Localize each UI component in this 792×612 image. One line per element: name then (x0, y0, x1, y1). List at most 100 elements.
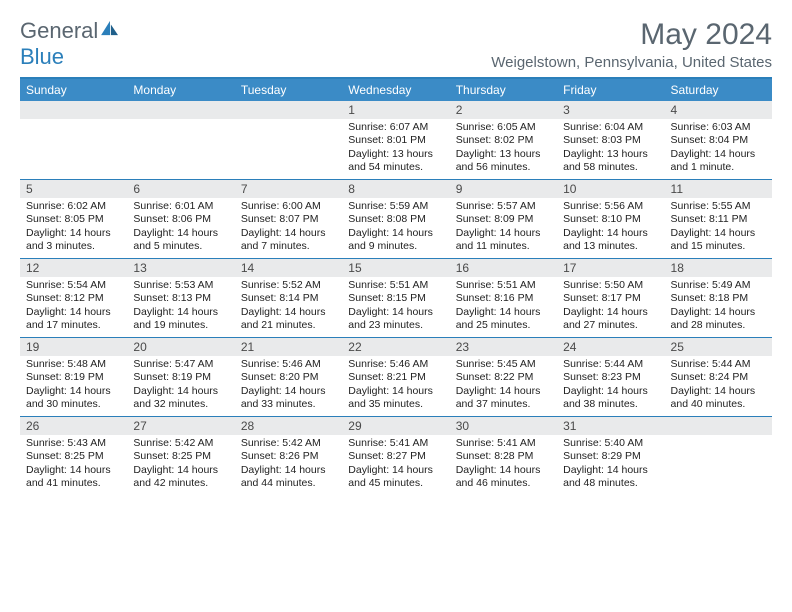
day-number (235, 101, 342, 119)
day-body: Sunrise: 5:51 AMSunset: 8:16 PMDaylight:… (450, 277, 557, 337)
logo: GeneralBlue (20, 18, 120, 70)
day-cell: 26Sunrise: 5:43 AMSunset: 8:25 PMDayligh… (20, 417, 127, 495)
day-number: 14 (235, 259, 342, 277)
sunrise-line: Sunrise: 5:49 AM (671, 279, 766, 292)
daylight-line: Daylight: 14 hours and 28 minutes. (671, 306, 766, 333)
sunset-line: Sunset: 8:28 PM (456, 450, 551, 463)
daylight-line: Daylight: 14 hours and 9 minutes. (348, 227, 443, 254)
daylight-line: Daylight: 14 hours and 46 minutes. (456, 464, 551, 491)
sunrise-line: Sunrise: 5:44 AM (563, 358, 658, 371)
logo-text-1: General (20, 18, 98, 43)
day-body: Sunrise: 5:57 AMSunset: 8:09 PMDaylight:… (450, 198, 557, 258)
day-number: 28 (235, 417, 342, 435)
day-cell (235, 101, 342, 179)
sunrise-line: Sunrise: 5:41 AM (348, 437, 443, 450)
day-header: Saturday (665, 79, 772, 101)
day-cell: 4Sunrise: 6:03 AMSunset: 8:04 PMDaylight… (665, 101, 772, 179)
sunset-line: Sunset: 8:04 PM (671, 134, 766, 147)
day-body: Sunrise: 5:42 AMSunset: 8:25 PMDaylight:… (127, 435, 234, 495)
day-cell: 3Sunrise: 6:04 AMSunset: 8:03 PMDaylight… (557, 101, 664, 179)
day-cell: 6Sunrise: 6:01 AMSunset: 8:06 PMDaylight… (127, 180, 234, 258)
week-row: 1Sunrise: 6:07 AMSunset: 8:01 PMDaylight… (20, 101, 772, 179)
day-cell (127, 101, 234, 179)
week-row: 19Sunrise: 5:48 AMSunset: 8:19 PMDayligh… (20, 337, 772, 416)
day-cell: 19Sunrise: 5:48 AMSunset: 8:19 PMDayligh… (20, 338, 127, 416)
daylight-line: Daylight: 14 hours and 5 minutes. (133, 227, 228, 254)
daylight-line: Daylight: 14 hours and 27 minutes. (563, 306, 658, 333)
sunset-line: Sunset: 8:11 PM (671, 213, 766, 226)
sunset-line: Sunset: 8:16 PM (456, 292, 551, 305)
day-number: 18 (665, 259, 772, 277)
sunset-line: Sunset: 8:07 PM (241, 213, 336, 226)
day-number: 19 (20, 338, 127, 356)
sunset-line: Sunset: 8:20 PM (241, 371, 336, 384)
daylight-line: Daylight: 14 hours and 33 minutes. (241, 385, 336, 412)
sunset-line: Sunset: 8:24 PM (671, 371, 766, 384)
day-number (665, 417, 772, 435)
location: Weigelstown, Pennsylvania, United States (491, 54, 772, 71)
day-number: 12 (20, 259, 127, 277)
day-header-row: SundayMondayTuesdayWednesdayThursdayFrid… (20, 79, 772, 101)
daylight-line: Daylight: 14 hours and 23 minutes. (348, 306, 443, 333)
day-header: Wednesday (342, 79, 449, 101)
sunset-line: Sunset: 8:22 PM (456, 371, 551, 384)
day-number (20, 101, 127, 119)
day-number: 7 (235, 180, 342, 198)
daylight-line: Daylight: 14 hours and 32 minutes. (133, 385, 228, 412)
daylight-line: Daylight: 14 hours and 11 minutes. (456, 227, 551, 254)
day-cell: 25Sunrise: 5:44 AMSunset: 8:24 PMDayligh… (665, 338, 772, 416)
daylight-line: Daylight: 14 hours and 7 minutes. (241, 227, 336, 254)
sunrise-line: Sunrise: 5:52 AM (241, 279, 336, 292)
day-cell: 2Sunrise: 6:05 AMSunset: 8:02 PMDaylight… (450, 101, 557, 179)
day-cell: 27Sunrise: 5:42 AMSunset: 8:25 PMDayligh… (127, 417, 234, 495)
header: GeneralBlue May 2024 Weigelstown, Pennsy… (20, 18, 772, 71)
sunset-line: Sunset: 8:23 PM (563, 371, 658, 384)
sunrise-line: Sunrise: 6:01 AM (133, 200, 228, 213)
day-cell: 31Sunrise: 5:40 AMSunset: 8:29 PMDayligh… (557, 417, 664, 495)
daylight-line: Daylight: 14 hours and 42 minutes. (133, 464, 228, 491)
daylight-line: Daylight: 14 hours and 38 minutes. (563, 385, 658, 412)
sunset-line: Sunset: 8:18 PM (671, 292, 766, 305)
day-number: 26 (20, 417, 127, 435)
daylight-line: Daylight: 14 hours and 41 minutes. (26, 464, 121, 491)
day-body: Sunrise: 5:43 AMSunset: 8:25 PMDaylight:… (20, 435, 127, 495)
daylight-line: Daylight: 14 hours and 30 minutes. (26, 385, 121, 412)
sunset-line: Sunset: 8:19 PM (26, 371, 121, 384)
daylight-line: Daylight: 14 hours and 44 minutes. (241, 464, 336, 491)
daylight-line: Daylight: 14 hours and 3 minutes. (26, 227, 121, 254)
sunrise-line: Sunrise: 5:48 AM (26, 358, 121, 371)
sunset-line: Sunset: 8:29 PM (563, 450, 658, 463)
day-number: 16 (450, 259, 557, 277)
sunset-line: Sunset: 8:02 PM (456, 134, 551, 147)
sunset-line: Sunset: 8:10 PM (563, 213, 658, 226)
sunset-line: Sunset: 8:12 PM (26, 292, 121, 305)
month-title: May 2024 (491, 18, 772, 52)
day-header: Monday (127, 79, 234, 101)
sunset-line: Sunset: 8:21 PM (348, 371, 443, 384)
daylight-line: Daylight: 14 hours and 25 minutes. (456, 306, 551, 333)
weeks-container: 1Sunrise: 6:07 AMSunset: 8:01 PMDaylight… (20, 101, 772, 495)
sunset-line: Sunset: 8:15 PM (348, 292, 443, 305)
sunrise-line: Sunrise: 5:47 AM (133, 358, 228, 371)
day-body: Sunrise: 5:46 AMSunset: 8:21 PMDaylight:… (342, 356, 449, 416)
sunset-line: Sunset: 8:06 PM (133, 213, 228, 226)
sunrise-line: Sunrise: 6:05 AM (456, 121, 551, 134)
day-number: 27 (127, 417, 234, 435)
day-cell: 10Sunrise: 5:56 AMSunset: 8:10 PMDayligh… (557, 180, 664, 258)
sunset-line: Sunset: 8:19 PM (133, 371, 228, 384)
daylight-line: Daylight: 13 hours and 56 minutes. (456, 148, 551, 175)
day-body: Sunrise: 6:02 AMSunset: 8:05 PMDaylight:… (20, 198, 127, 258)
day-body: Sunrise: 5:53 AMSunset: 8:13 PMDaylight:… (127, 277, 234, 337)
daylight-line: Daylight: 14 hours and 48 minutes. (563, 464, 658, 491)
day-cell: 11Sunrise: 5:55 AMSunset: 8:11 PMDayligh… (665, 180, 772, 258)
day-number: 3 (557, 101, 664, 119)
week-row: 26Sunrise: 5:43 AMSunset: 8:25 PMDayligh… (20, 416, 772, 495)
sunset-line: Sunset: 8:26 PM (241, 450, 336, 463)
sunrise-line: Sunrise: 5:46 AM (348, 358, 443, 371)
sunrise-line: Sunrise: 5:54 AM (26, 279, 121, 292)
sunset-line: Sunset: 8:25 PM (133, 450, 228, 463)
sunset-line: Sunset: 8:14 PM (241, 292, 336, 305)
day-body: Sunrise: 5:44 AMSunset: 8:24 PMDaylight:… (665, 356, 772, 416)
day-number: 21 (235, 338, 342, 356)
day-body: Sunrise: 5:48 AMSunset: 8:19 PMDaylight:… (20, 356, 127, 416)
